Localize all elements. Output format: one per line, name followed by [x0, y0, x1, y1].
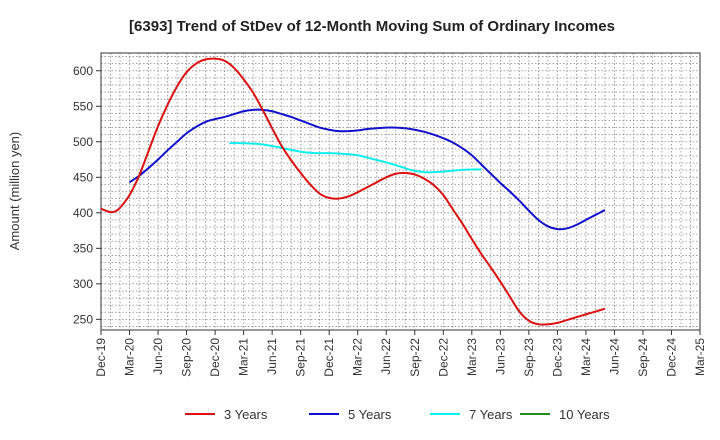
- legend-label-2: 7 Years: [469, 407, 513, 422]
- x-tick-label: Jun-20: [151, 338, 165, 375]
- x-tick-label: Sep-24: [636, 338, 650, 377]
- y-tick-label: 500: [73, 135, 93, 149]
- legend: 3 Years 5 Years 7 Years 10 Years: [185, 407, 610, 422]
- x-tick-label: Mar-21: [237, 338, 251, 376]
- legend-label-0: 3 Years: [224, 407, 268, 422]
- x-tick-label: Jun-21: [265, 338, 279, 375]
- plot-border: [100, 52, 701, 331]
- legend-label-3: 10 Years: [559, 407, 610, 422]
- x-tick-label: Sep-20: [180, 338, 194, 377]
- chart-title: [6393] Trend of StDev of 12-Month Moving…: [129, 18, 615, 35]
- y-tick-label: 400: [73, 206, 93, 220]
- x-tick-label: Mar-22: [351, 338, 365, 376]
- series-3-years-line: [100, 57, 606, 326]
- x-tick-label: Mar-25: [693, 338, 707, 376]
- x-tick-label: Sep-23: [522, 338, 536, 377]
- x-tick-label: Mar-23: [465, 338, 479, 376]
- y-tick-label: 550: [73, 99, 93, 113]
- x-tick-label: Jun-23: [493, 338, 507, 375]
- x-tick-label: Jun-22: [379, 338, 393, 375]
- plot-frame: [100, 52, 701, 331]
- x-tick-label: Mar-24: [579, 338, 593, 376]
- x-tick-label: Dec-24: [664, 338, 678, 377]
- x-tick-label: Dec-23: [550, 338, 564, 377]
- x-tick-label: Mar-20: [123, 338, 137, 376]
- legend-label-1: 5 Years: [348, 407, 392, 422]
- x-tick-label: Dec-20: [208, 338, 222, 377]
- y-tick-label: 300: [73, 277, 93, 291]
- y-tick-label: 250: [73, 312, 93, 326]
- x-tick-label: Dec-21: [322, 338, 336, 377]
- y-axis-label: Amount (million yen): [7, 132, 22, 251]
- y-tick-label: 600: [73, 64, 93, 78]
- x-tick-label: Dec-19: [94, 338, 108, 377]
- plot-area: 250 300 350 400 450 500 550 600 Dec-19 Mar-20 Jun-…: [73, 52, 707, 377]
- x-tick-label: Sep-21: [294, 338, 308, 377]
- series-7-years-line: [229, 142, 482, 174]
- x-tick-label: Sep-22: [408, 338, 422, 377]
- x-tick-label: Jun-24: [607, 338, 621, 375]
- x-tick-label: Dec-22: [436, 338, 450, 377]
- y-tick-label: 350: [73, 241, 93, 255]
- y-tick-label: 450: [73, 170, 93, 184]
- series-5-years-line: [128, 108, 606, 231]
